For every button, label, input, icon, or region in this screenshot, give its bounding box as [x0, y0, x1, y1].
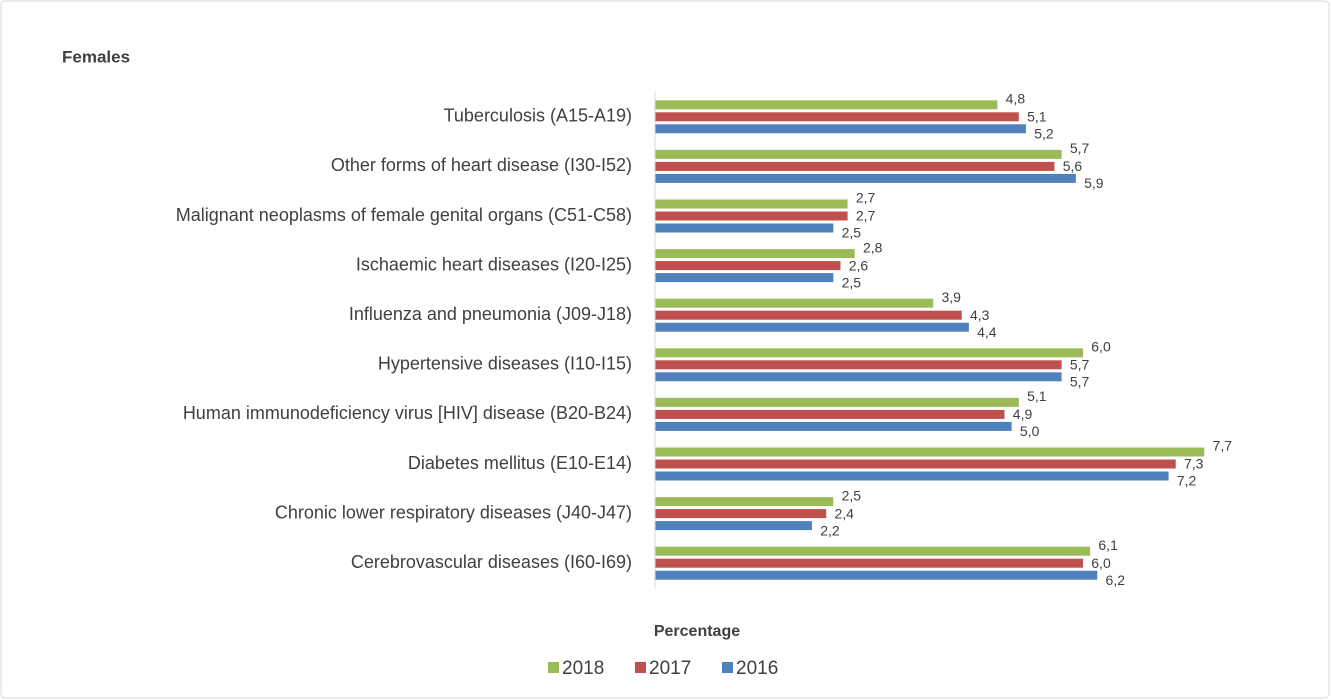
category-label: Hypertensive diseases (I10-I15)	[378, 354, 632, 374]
bar	[655, 261, 841, 271]
value-label: 4,4	[977, 324, 997, 340]
value-label: 5,6	[1063, 158, 1083, 174]
category-label: Human immunodeficiency virus [HIV] disea…	[183, 403, 632, 423]
bar	[655, 112, 1019, 122]
value-label: 5,1	[1027, 109, 1047, 125]
bar	[655, 298, 934, 308]
value-label: 2,8	[863, 239, 883, 255]
category-label: Tuberculosis (A15-A19)	[444, 106, 632, 126]
value-label: 4,3	[970, 307, 990, 323]
bar	[655, 570, 1098, 580]
value-label: 6,0	[1091, 555, 1111, 571]
legend-label: 2018	[562, 658, 604, 679]
category-label: Cerebrovascular diseases (I60-I69)	[351, 552, 632, 572]
bar	[655, 558, 1083, 568]
bar	[655, 173, 1076, 183]
value-label: 5,1	[1027, 388, 1047, 404]
bar	[655, 497, 834, 507]
bar	[655, 199, 848, 209]
bar	[655, 372, 1062, 382]
value-label: 4,9	[1013, 406, 1033, 422]
chart-title: Females	[62, 47, 130, 66]
bar	[655, 521, 812, 531]
bar	[655, 447, 1205, 457]
value-label: 5,7	[1070, 357, 1090, 373]
bar	[655, 459, 1176, 469]
bar	[655, 397, 1019, 407]
bar	[655, 546, 1091, 556]
value-label: 2,7	[856, 208, 876, 224]
value-label: 7,7	[1213, 438, 1233, 454]
value-label: 7,2	[1177, 473, 1197, 489]
bar	[655, 273, 834, 283]
legend-label: 2017	[649, 658, 691, 679]
legend-swatch	[722, 662, 733, 673]
legend-label: 2016	[736, 658, 778, 679]
value-label: 2,5	[842, 225, 862, 241]
value-label: 2,5	[842, 274, 862, 290]
bar	[655, 421, 1012, 431]
legend-swatch	[548, 662, 559, 673]
bar	[655, 211, 848, 221]
category-label: Other forms of heart disease (I30-I52)	[331, 155, 632, 175]
bar	[655, 149, 1062, 159]
bar	[655, 310, 962, 320]
legend-swatch	[635, 662, 646, 673]
bar	[655, 509, 827, 519]
x-axis-label: Percentage	[654, 623, 740, 640]
bar	[655, 100, 998, 110]
bar	[655, 124, 1026, 134]
category-label: Malignant neoplasms of female genital or…	[176, 205, 632, 225]
value-label: 2,4	[834, 505, 854, 521]
value-label: 2,2	[820, 522, 840, 538]
bar	[655, 471, 1169, 481]
bar	[655, 322, 969, 332]
value-label: 5,7	[1070, 374, 1090, 390]
value-label: 6,1	[1098, 537, 1118, 553]
value-label: 5,2	[1034, 126, 1054, 142]
category-label: Influenza and pneumonia (J09-J18)	[349, 304, 632, 324]
category-label: Ischaemic heart diseases (I20-I25)	[356, 254, 632, 274]
value-label: 6,2	[1106, 572, 1126, 588]
value-label: 4,8	[1006, 91, 1026, 107]
bar	[655, 409, 1005, 419]
value-label: 5,0	[1020, 423, 1040, 439]
value-label: 3,9	[941, 289, 961, 305]
bar	[655, 348, 1083, 358]
value-label: 5,9	[1084, 175, 1104, 191]
category-label: Chronic lower respiratory diseases (J40-…	[275, 502, 632, 522]
value-label: 6,0	[1091, 339, 1111, 355]
value-label: 2,6	[849, 257, 869, 273]
value-label: 2,7	[856, 190, 876, 206]
value-label: 7,3	[1184, 456, 1204, 472]
bar	[655, 223, 834, 233]
value-label: 2,5	[842, 487, 862, 503]
category-label: Diabetes mellitus (E10-E14)	[408, 453, 632, 473]
bar	[655, 360, 1062, 370]
bar	[655, 161, 1055, 171]
bar	[655, 249, 855, 259]
value-label: 5,7	[1070, 140, 1090, 156]
